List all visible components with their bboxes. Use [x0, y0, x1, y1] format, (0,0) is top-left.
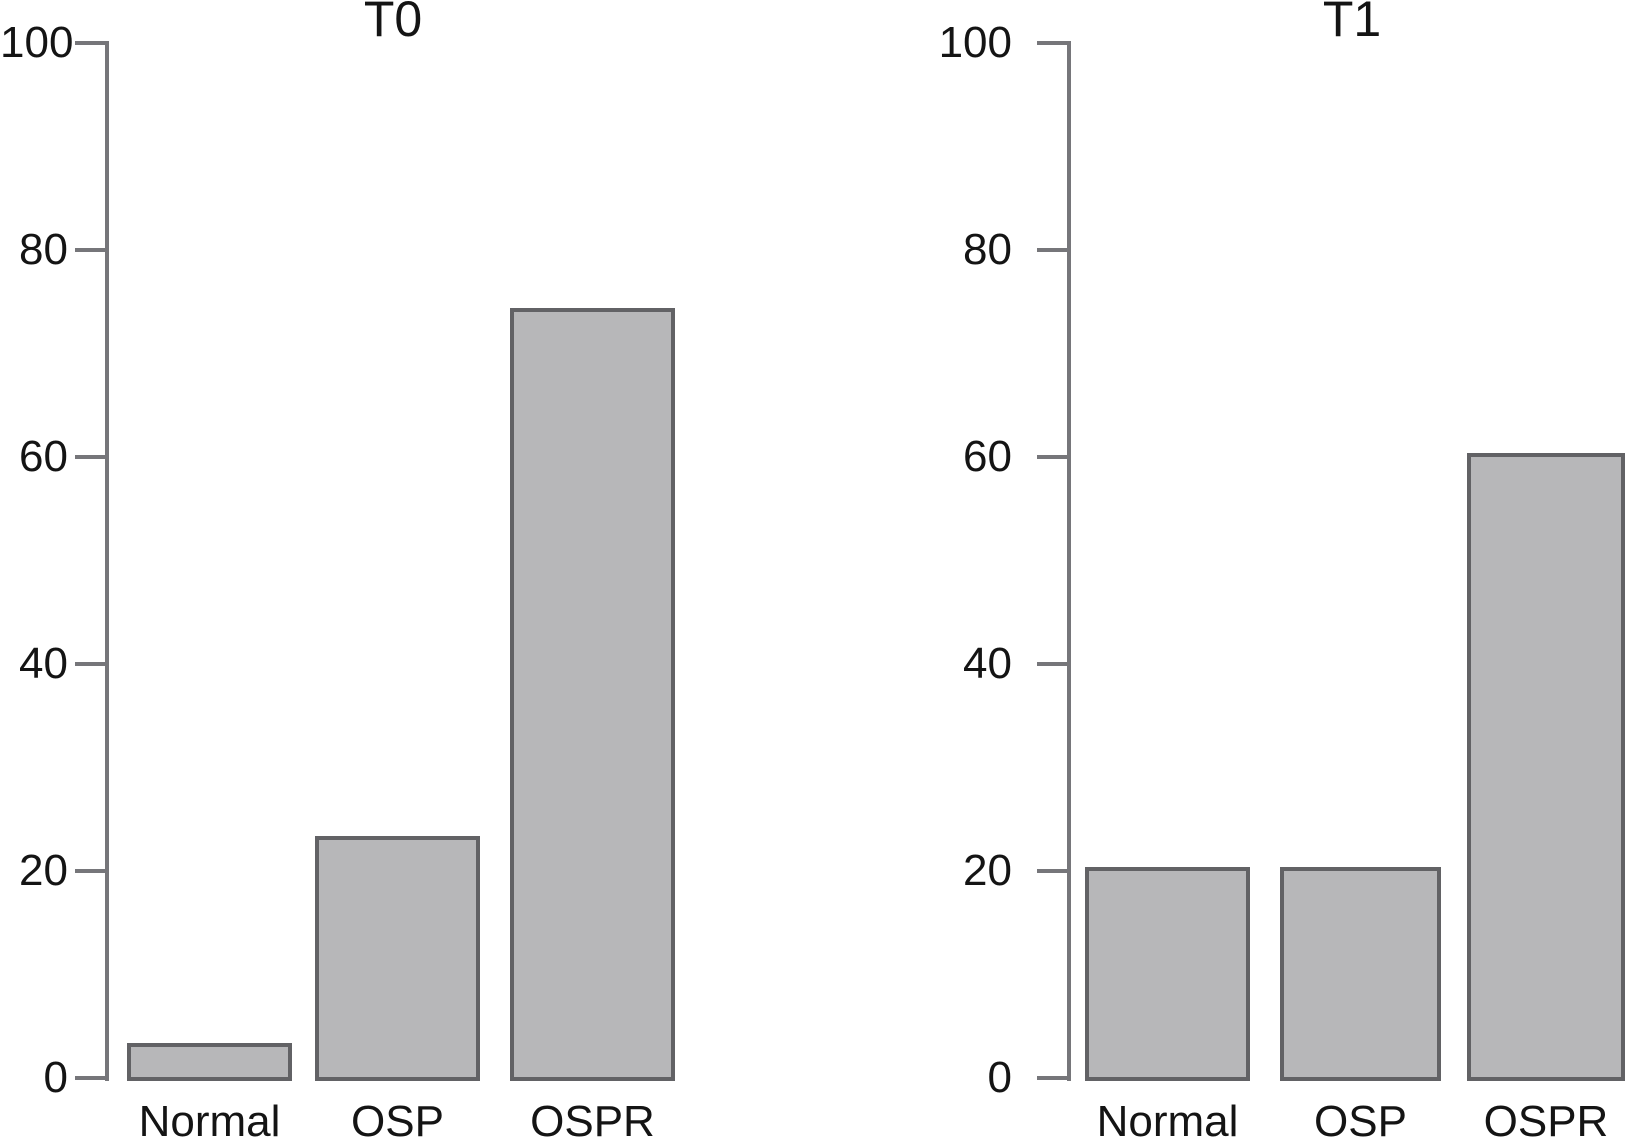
category-label-osp: OSP	[351, 1097, 444, 1145]
y-axis-line	[1067, 41, 1071, 1081]
bar-osp	[315, 836, 480, 1081]
y-tick-label-0: 0	[43, 1053, 68, 1102]
bar-ospr	[510, 308, 675, 1081]
y-tick-label-100: 100	[938, 18, 1012, 67]
y-tick-80	[1037, 248, 1071, 252]
bar-ospr	[1467, 453, 1625, 1081]
y-tick-100	[1037, 41, 1071, 45]
chart-title-t0: T0	[363, 0, 423, 47]
y-tick-label-20: 20	[19, 846, 68, 895]
y-tick-20	[75, 869, 109, 873]
y-tick-40	[1037, 662, 1071, 666]
y-tick-0	[1037, 1076, 1071, 1080]
y-tick-label-80: 80	[963, 225, 1012, 274]
y-tick-label-40: 40	[19, 639, 68, 688]
category-label-osp: OSP	[1314, 1097, 1407, 1145]
y-tick-40	[75, 662, 109, 666]
chart-title-t1: T1	[1322, 0, 1382, 47]
y-tick-100	[75, 41, 109, 45]
y-tick-label-80: 80	[19, 225, 68, 274]
bar-normal	[1085, 867, 1250, 1081]
y-tick-80	[75, 248, 109, 252]
y-tick-label-0: 0	[987, 1053, 1012, 1102]
bar-chart-panel-t0: T0 0 20 40 60 80 100 Normal OSP OSPR	[0, 0, 820, 1145]
y-tick-60	[75, 455, 109, 459]
category-label-ospr: OSPR	[1483, 1097, 1609, 1145]
y-tick-label-60: 60	[19, 432, 68, 481]
bar-osp	[1280, 867, 1441, 1081]
y-tick-20	[1037, 869, 1071, 873]
category-label-normal: Normal	[1096, 1097, 1239, 1145]
y-tick-label-40: 40	[963, 639, 1012, 688]
bar-chart-panel-t1: T1 0 20 40 60 80 100 Normal OSP OSPR	[820, 0, 1647, 1145]
category-label-ospr: OSPR	[530, 1097, 655, 1145]
y-tick-60	[1037, 455, 1071, 459]
y-tick-0	[75, 1076, 109, 1080]
y-axis-line	[105, 41, 109, 1081]
y-tick-label-20: 20	[963, 846, 1012, 895]
bar-normal	[127, 1043, 292, 1081]
y-tick-label-100: 100	[0, 18, 74, 67]
category-label-normal: Normal	[138, 1097, 281, 1145]
y-tick-label-60: 60	[963, 432, 1012, 481]
